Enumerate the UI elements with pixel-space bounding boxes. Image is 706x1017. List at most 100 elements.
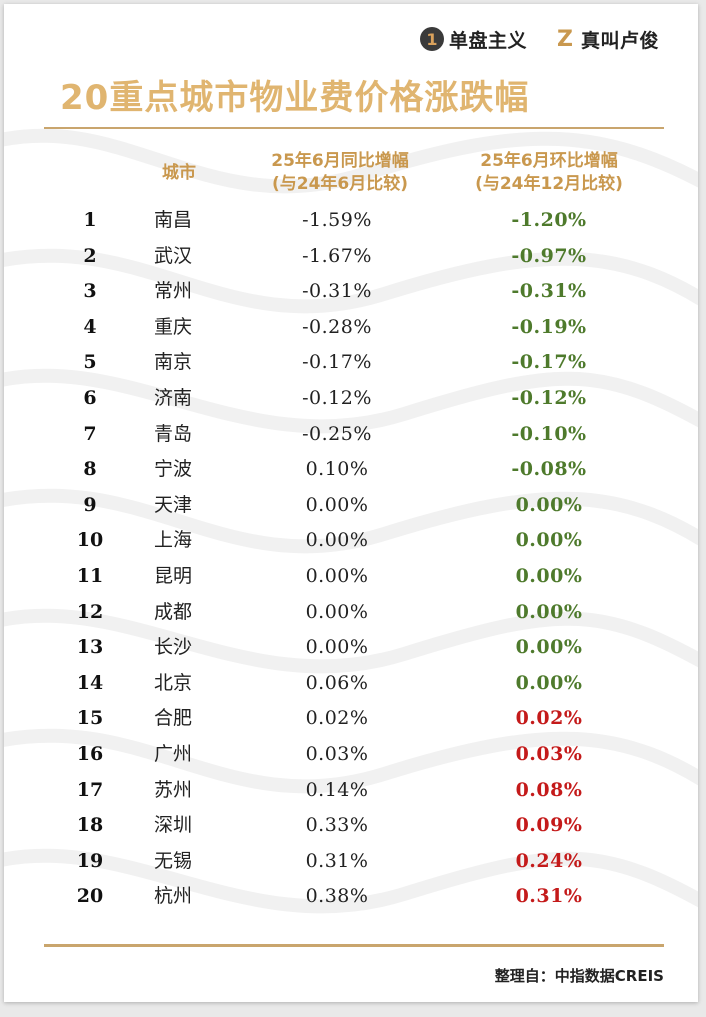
table-row: 12 成都 0.00% 0.00%	[4, 595, 698, 631]
brand-danpan-label: 单盘主义	[449, 29, 528, 52]
city-cell: 武汉	[154, 244, 193, 267]
mom-cell: 0.08%	[515, 778, 583, 801]
table-row: 19 无锡 0.31% 0.24%	[4, 844, 698, 880]
table-row: 17 苏州 0.14% 0.08%	[4, 773, 698, 809]
rank-cell: 10	[76, 529, 104, 552]
mom-cell: 0.03%	[515, 742, 583, 765]
table-row: 1 南昌 -1.59% -1.20%	[4, 203, 698, 239]
yoy-cell: 0.00%	[305, 529, 369, 552]
mom-cell: 0.02%	[515, 707, 583, 730]
mom-cell: -0.19%	[511, 315, 587, 338]
yoy-cell: 0.06%	[305, 671, 369, 694]
table-row: 16 广州 0.03% 0.03%	[4, 737, 698, 773]
rank-cell: 20	[76, 885, 104, 908]
yoy-cell: 0.00%	[305, 493, 369, 516]
table-row: 11 昆明 0.00% 0.00%	[4, 559, 698, 595]
yoy-cell: 0.33%	[305, 814, 369, 837]
city-cell: 合肥	[154, 707, 193, 730]
rank-cell: 14	[76, 671, 104, 694]
brand-zhenjiao-label: 真叫卢俊	[581, 29, 660, 52]
table-row: 15 合肥 0.02% 0.02%	[4, 701, 698, 737]
rank-cell: 3	[83, 280, 97, 303]
rank-cell: 1	[83, 209, 97, 231]
yoy-cell: -1.67%	[302, 244, 372, 267]
mom-cell: 0.09%	[515, 814, 583, 837]
city-cell: 杭州	[154, 885, 193, 908]
city-cell: 青岛	[154, 422, 193, 445]
rank-cell: 11	[76, 564, 104, 587]
source-note: 整理自：中指数据CREIS	[494, 967, 664, 985]
city-cell: 无锡	[154, 849, 193, 872]
top-divider	[44, 127, 664, 129]
yoy-cell: 0.03%	[305, 742, 369, 765]
rank-cell: 5	[83, 351, 97, 374]
mom-cell: -0.10%	[511, 422, 587, 445]
city-cell: 常州	[154, 280, 193, 303]
brand-danpan: 1 单盘主义	[420, 24, 527, 54]
rank-cell: 4	[83, 315, 97, 338]
table-row: 7 青岛 -0.25% -0.10%	[4, 417, 698, 453]
rank-cell: 17	[76, 778, 104, 801]
yoy-cell: -0.17%	[302, 351, 372, 374]
page-title: 20重点城市物业费价格涨跌幅	[60, 78, 530, 118]
yoy-cell: 0.38%	[305, 885, 369, 908]
city-cell: 上海	[154, 529, 193, 552]
rank-cell: 9	[83, 493, 97, 516]
city-cell: 昆明	[154, 564, 193, 587]
header-mom: 25年6月环比增幅 (与24年12月比较)	[444, 150, 654, 196]
mom-cell: 0.00%	[515, 529, 583, 552]
mom-cell: -0.31%	[511, 280, 587, 303]
header-yoy-line1: 25年6月同比增幅	[271, 151, 409, 171]
mom-cell: 0.00%	[515, 671, 583, 694]
mom-cell: -0.08%	[511, 458, 587, 481]
city-cell: 深圳	[154, 814, 193, 837]
table-row: 4 重庆 -0.28% -0.19%	[4, 310, 698, 346]
brand-zhenjiao: Z 真叫卢俊	[554, 24, 659, 54]
table-row: 13 长沙 0.00% 0.00%	[4, 630, 698, 666]
mom-cell: 0.24%	[515, 849, 583, 872]
table-row: 9 天津 0.00% 0.00%	[4, 488, 698, 524]
rank-cell: 12	[76, 600, 104, 623]
rank-cell: 7	[83, 422, 97, 445]
table-row: 20 杭州 0.38% 0.31%	[4, 879, 698, 915]
yoy-cell: 0.31%	[305, 849, 369, 872]
yoy-cell: -0.31%	[302, 280, 372, 303]
wave-background	[4, 128, 698, 914]
yoy-cell: -0.12%	[302, 386, 372, 409]
rank-cell: 16	[76, 742, 104, 765]
city-cell: 济南	[154, 386, 193, 409]
city-cell: 宁波	[154, 458, 193, 481]
yoy-cell: -0.25%	[302, 422, 372, 445]
city-cell: 天津	[154, 493, 193, 516]
mom-cell: -1.20%	[511, 209, 587, 231]
rank-cell: 2	[83, 244, 97, 267]
rank-cell: 18	[76, 814, 104, 837]
table-row: 5 南京 -0.17% -0.17%	[4, 345, 698, 381]
rank-cell: 15	[76, 707, 104, 730]
mom-cell: -0.97%	[511, 244, 587, 267]
city-cell: 南昌	[154, 209, 193, 231]
yoy-cell: -0.28%	[302, 315, 372, 338]
report-card: 1 单盘主义 Z 真叫卢俊 20重点城市物业费价格涨跌幅 城市 25年6月同比增…	[4, 4, 698, 1002]
table-row: 14 北京 0.06% 0.00%	[4, 666, 698, 702]
yoy-cell: 0.10%	[305, 458, 369, 481]
yoy-cell: -1.59%	[302, 209, 372, 231]
yoy-cell: 0.00%	[305, 600, 369, 623]
yoy-cell: 0.14%	[305, 778, 369, 801]
table-row: 3 常州 -0.31% -0.31%	[4, 274, 698, 310]
mom-cell: 0.00%	[515, 600, 583, 623]
city-cell: 南京	[154, 351, 193, 374]
mom-cell: -0.12%	[511, 386, 587, 409]
rank-cell: 19	[76, 849, 104, 872]
city-cell: 重庆	[154, 315, 193, 338]
table-row: 10 上海 0.00% 0.00%	[4, 523, 698, 559]
brand-z-icon: Z	[557, 26, 573, 52]
header-city: 城市	[162, 163, 196, 183]
city-cell: 北京	[154, 671, 193, 694]
rank-cell: 13	[76, 636, 104, 659]
yoy-cell: 0.00%	[305, 636, 369, 659]
yoy-cell: 0.00%	[305, 564, 369, 587]
header-mom-line2: (与24年12月比较)	[475, 174, 623, 194]
header-yoy-line2: (与24年6月比较)	[271, 174, 409, 194]
table-row: 18 深圳 0.33% 0.09%	[4, 808, 698, 844]
